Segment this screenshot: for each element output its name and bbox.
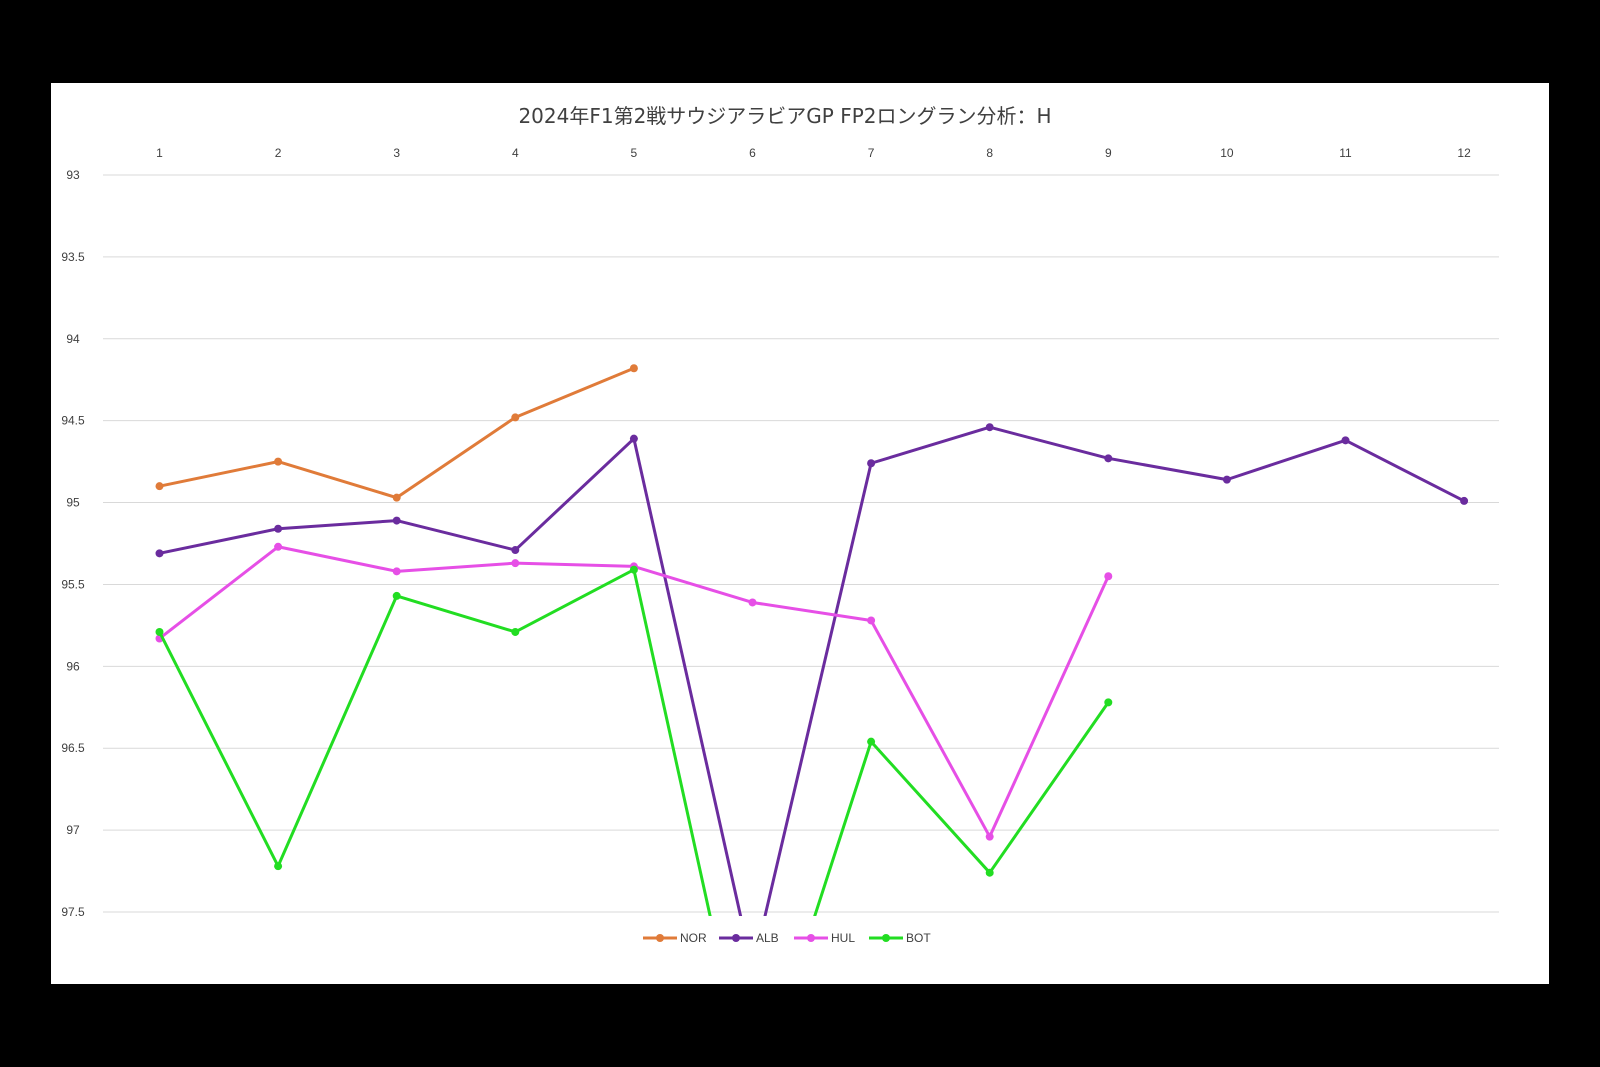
series-hul	[155, 542, 1113, 841]
legend: NOR ALB HUL BOT	[643, 931, 931, 945]
data-point	[985, 832, 994, 841]
x-tick-label: 10	[1220, 146, 1234, 160]
data-point	[867, 459, 876, 468]
y-tick-label: 93.5	[61, 250, 85, 264]
data-point	[274, 862, 283, 871]
series-line	[159, 425, 1465, 916]
y-tick-label: 94	[66, 332, 80, 346]
gridlines	[103, 174, 1499, 913]
y-axis-ticks: 93 93.5 94 94.5 95 95.5 96 96.5 97 97.5	[61, 168, 85, 919]
data-point	[1104, 572, 1113, 581]
x-tick-label: 5	[631, 146, 638, 160]
series-line	[158, 545, 1110, 839]
legend-item-hul: HUL	[794, 931, 855, 945]
x-tick-label: 8	[986, 146, 993, 160]
x-tick-label: 3	[393, 146, 400, 160]
data-point	[629, 364, 638, 373]
data-point	[155, 549, 164, 558]
x-axis-ticks: 1 2 3 4 5 6 7 8 9 10 11 12	[156, 146, 1471, 160]
data-point	[155, 627, 164, 636]
legend-swatch-marker	[882, 934, 890, 942]
data-point	[748, 598, 757, 607]
series-line	[159, 366, 635, 500]
legend-swatch-marker	[732, 934, 740, 942]
data-point	[1104, 454, 1113, 463]
data-point	[629, 565, 638, 574]
data-point	[392, 493, 401, 502]
data-point	[392, 516, 401, 525]
series-alb	[155, 423, 1469, 973]
legend-swatch-marker	[656, 934, 664, 942]
legend-label: HUL	[831, 931, 855, 945]
data-point	[274, 457, 283, 466]
legend-item-alb: ALB	[719, 931, 779, 945]
data-point	[985, 868, 994, 877]
x-tick-label: 11	[1339, 146, 1352, 160]
data-point	[1222, 475, 1231, 484]
legend-label: ALB	[756, 931, 779, 945]
y-tick-label: 96.5	[61, 741, 85, 755]
series-line	[158, 568, 1110, 916]
data-point	[985, 423, 994, 432]
legend-label: NOR	[680, 931, 707, 945]
data-point	[274, 524, 283, 533]
data-point	[867, 737, 876, 746]
x-tick-label: 7	[868, 146, 875, 160]
x-tick-label: 4	[512, 146, 519, 160]
chart-title: 2024年F1第2戦サウジアラビアGP FP2ロングラン分析：H	[518, 104, 1051, 128]
x-tick-label: 12	[1457, 146, 1471, 160]
x-tick-label: 6	[749, 146, 756, 160]
data-point	[392, 567, 401, 576]
data-point	[1341, 436, 1350, 445]
y-tick-label: 93	[66, 168, 80, 182]
legend-label: BOT	[906, 931, 931, 945]
series-area	[155, 364, 1469, 973]
y-tick-label: 95	[66, 496, 80, 510]
y-tick-label: 97	[66, 823, 80, 837]
legend-item-bot: BOT	[869, 931, 931, 945]
y-tick-label: 94.5	[61, 414, 85, 428]
x-tick-label: 9	[1105, 146, 1112, 160]
data-point	[511, 546, 520, 555]
data-point	[392, 591, 401, 600]
y-tick-label: 97.5	[61, 905, 85, 919]
data-point	[511, 627, 520, 636]
data-point	[274, 542, 283, 551]
data-point	[867, 616, 876, 625]
data-point	[1460, 496, 1469, 505]
legend-swatch-marker	[807, 934, 815, 942]
data-point	[1104, 698, 1113, 707]
x-tick-label: 2	[275, 146, 282, 160]
data-point	[629, 434, 638, 443]
legend-item-nor: NOR	[643, 931, 707, 945]
data-point	[749, 965, 757, 973]
data-point	[511, 559, 520, 568]
y-tick-label: 96	[66, 659, 80, 673]
data-point	[155, 482, 164, 491]
y-tick-label: 95.5	[61, 577, 85, 591]
series-nor	[155, 364, 638, 502]
data-point	[511, 413, 520, 422]
x-tick-label: 1	[156, 146, 163, 160]
series-bot	[155, 565, 1113, 916]
